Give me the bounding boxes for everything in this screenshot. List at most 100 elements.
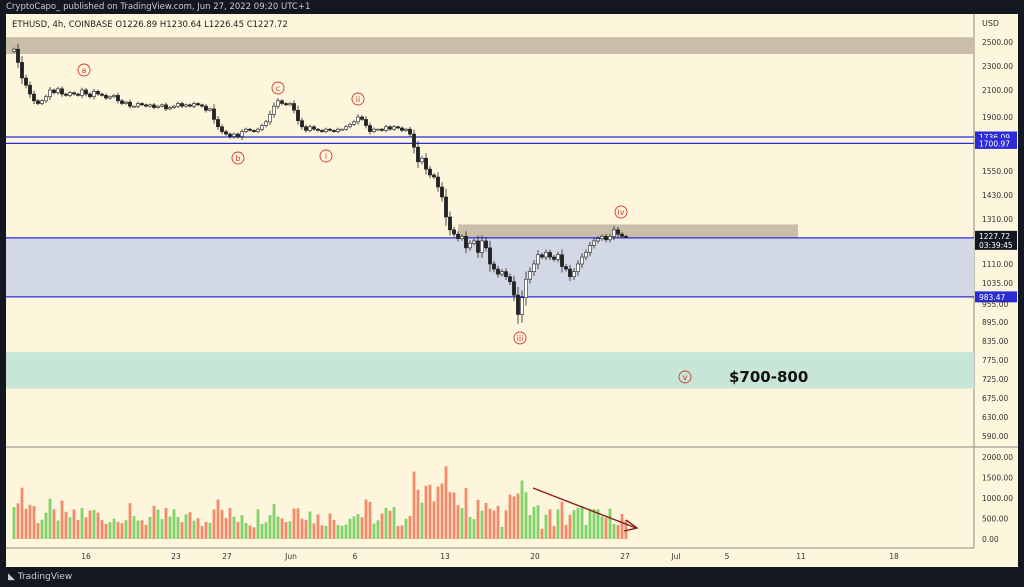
candle-body — [336, 128, 340, 132]
volume-bar — [556, 509, 560, 539]
volume-bar — [216, 499, 220, 539]
volume-bar — [32, 505, 36, 539]
volume-bar — [460, 507, 464, 539]
candle-body — [436, 176, 440, 188]
y-tick-label: 1900.00 — [982, 113, 1013, 122]
candle-body — [540, 254, 544, 258]
candle-body — [228, 133, 232, 137]
volume-bar — [20, 487, 24, 539]
candle-body — [28, 84, 32, 95]
candle-body — [528, 271, 532, 280]
volume-bar — [380, 513, 384, 539]
volume-bar — [288, 521, 292, 539]
candle-body — [264, 121, 268, 126]
candle-body — [44, 96, 48, 102]
volume-bar — [580, 505, 584, 539]
candle-body — [48, 89, 52, 98]
volume-bar — [40, 519, 44, 539]
volume-bar — [184, 514, 188, 539]
volume-bar — [504, 510, 508, 539]
volume-bar — [28, 504, 32, 539]
x-tick-label: 5 — [725, 552, 730, 561]
candle-body — [84, 89, 88, 95]
volume-bar — [524, 492, 528, 539]
candle-body — [600, 236, 604, 239]
volume-bar — [256, 509, 260, 539]
volume-trend-line — [532, 487, 637, 529]
candle-body — [584, 252, 588, 258]
x-tick-label: Jul — [670, 552, 680, 561]
volume-bar — [516, 493, 520, 539]
volume-bar — [320, 525, 324, 539]
candle-body — [608, 236, 612, 241]
volume-bar — [128, 503, 132, 539]
volume-bar — [224, 518, 228, 539]
volume-bar — [488, 508, 492, 539]
published-header: CryptoCapo_ published on TradingView.com… — [6, 2, 311, 12]
candle-body — [176, 103, 180, 107]
candle-body — [240, 131, 244, 137]
wave-circle-iv — [614, 205, 628, 219]
candle-body — [340, 128, 344, 131]
candle-body — [288, 103, 292, 106]
volume-bar — [284, 522, 288, 539]
candle-body — [360, 116, 364, 120]
volume-bar — [448, 491, 452, 539]
volume-bar — [292, 508, 296, 539]
volume-bar — [188, 512, 192, 539]
volume-bar — [36, 523, 40, 539]
candle-body — [100, 93, 104, 96]
volume-bar — [552, 526, 556, 539]
volume-bar — [428, 484, 432, 539]
candle-body — [192, 103, 196, 107]
candle-body — [256, 128, 260, 132]
candle-body — [624, 236, 628, 238]
volume-bar — [112, 518, 116, 539]
volume-bar — [480, 510, 484, 539]
candle-body — [316, 128, 320, 131]
candle-body — [32, 93, 36, 102]
candle-body — [576, 263, 580, 272]
volume-bar — [252, 527, 256, 539]
candle-body — [372, 128, 376, 132]
volume-bar — [92, 509, 96, 539]
candle-body — [500, 271, 504, 275]
y-tick-label: 630.00 — [982, 413, 1008, 422]
candle-body — [188, 104, 192, 107]
level-tag-1 — [975, 137, 1017, 149]
y-tick-label: 955.00 — [982, 300, 1008, 309]
candle-body — [260, 125, 264, 130]
wave-label-c: c — [276, 84, 280, 93]
candle-body — [140, 103, 144, 106]
volume-y-tick-label: 500.00 — [982, 515, 1008, 524]
candle-body — [180, 103, 184, 107]
zone-local-resistance — [458, 224, 798, 238]
volume-bar — [396, 526, 400, 539]
candle-body — [252, 130, 256, 132]
y-tick-label: 1550.00 — [982, 167, 1013, 176]
candle-body — [400, 127, 404, 131]
volume-bar — [564, 524, 568, 539]
volume-bar — [616, 524, 620, 539]
candle-body — [516, 294, 520, 315]
volume-bar — [576, 507, 580, 539]
candle-body — [364, 119, 368, 126]
volume-bar — [452, 492, 456, 539]
candle-body — [452, 229, 456, 235]
candle-body — [480, 240, 484, 253]
candle-body — [236, 133, 240, 137]
wave-label-i: i — [325, 152, 327, 161]
volume-bar — [408, 516, 412, 539]
volume-bar — [348, 518, 352, 539]
volume-bar — [192, 520, 196, 539]
footer-brand[interactable]: ◣ TradingView — [8, 572, 72, 582]
candle-body — [128, 101, 132, 107]
y-tick-label: 1430.00 — [982, 191, 1013, 200]
candle-body — [620, 233, 624, 237]
volume-bar — [444, 466, 448, 539]
candle-body — [512, 281, 516, 296]
volume-bar — [540, 528, 544, 539]
candle-body — [376, 128, 380, 131]
volume-bar — [208, 522, 212, 539]
